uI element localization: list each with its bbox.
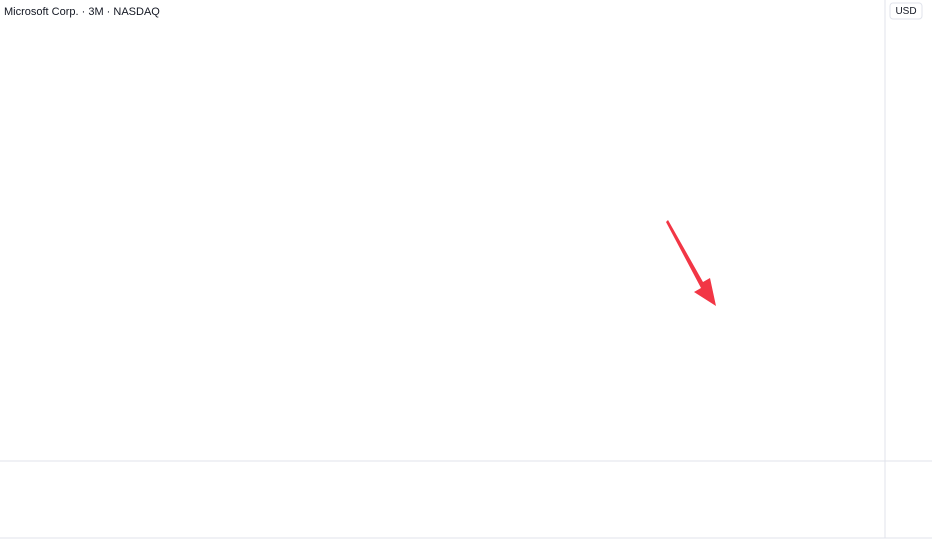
currency-box[interactable] — [889, 2, 923, 20]
currency[interactable]: USD — [895, 6, 916, 17]
annotation-arrow — [666, 220, 716, 306]
chart-title: Microsoft Corp. · 3M · NASDAQ — [4, 6, 160, 18]
